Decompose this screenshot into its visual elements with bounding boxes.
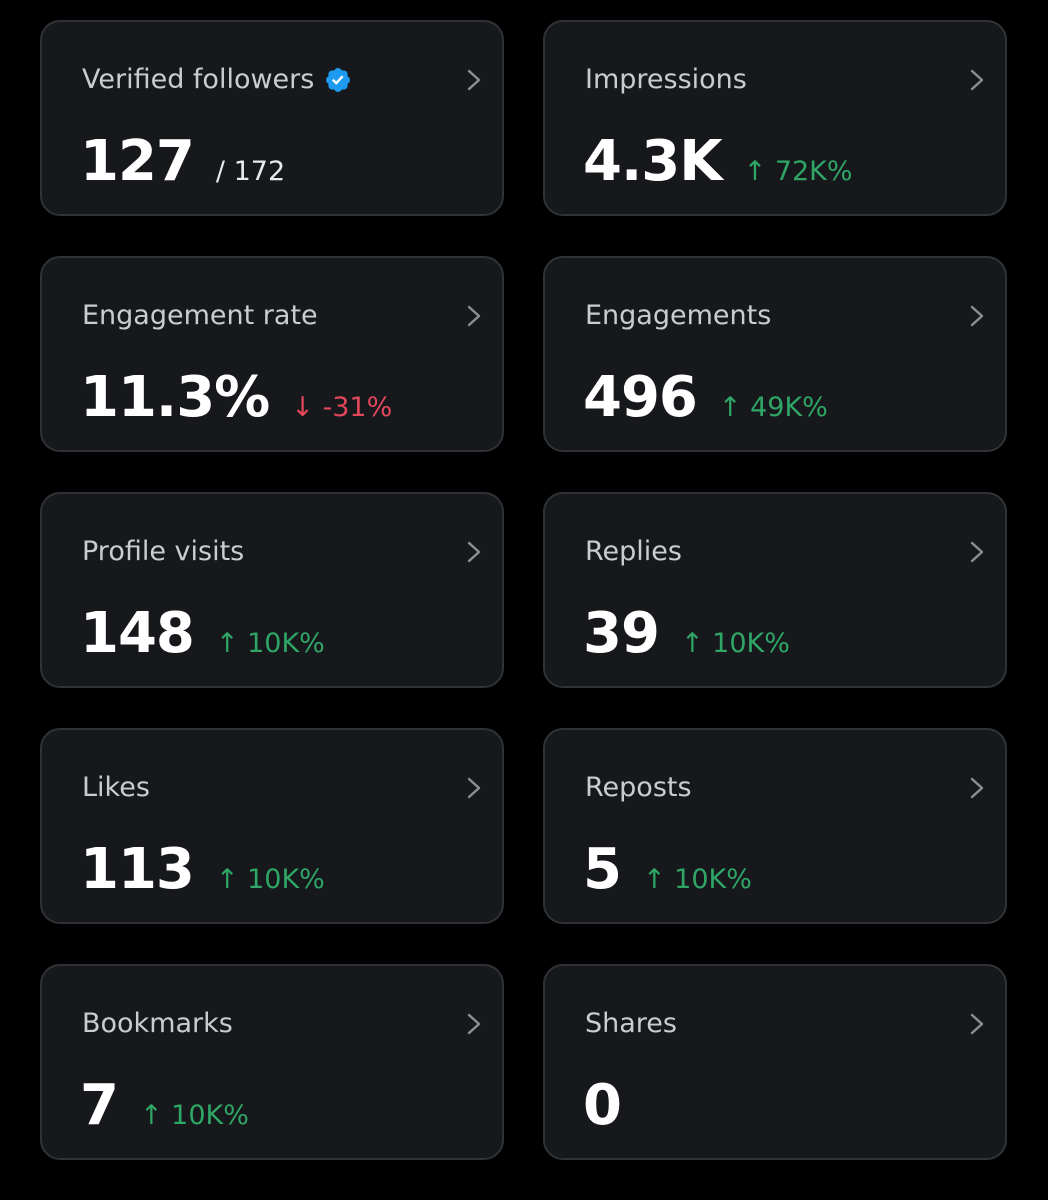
- metric-value-row: 4.3K ↑ 72K%: [583, 130, 853, 194]
- metric-title: Bookmarks: [82, 1008, 233, 1039]
- chevron-right-icon: [970, 69, 984, 91]
- metric-change: ↑ 10K%: [215, 628, 325, 659]
- metric-change: ↑ 10K%: [680, 628, 790, 659]
- metric-value-row: 7 ↑ 10K%: [80, 1074, 249, 1138]
- metric-title: Profile visits: [82, 536, 245, 567]
- metric-card-profile-visits[interactable]: Profile visits 148 ↑ 10K%: [40, 492, 504, 688]
- metric-value-row: 11.3% ↓ -31%: [80, 366, 392, 430]
- metric-value: 4.3K: [583, 129, 723, 194]
- metric-card-replies[interactable]: Replies 39 ↑ 10K%: [543, 492, 1007, 688]
- metric-change: ↓ -31%: [291, 392, 393, 423]
- metric-value: 127: [80, 129, 195, 194]
- metric-title: Replies: [585, 536, 682, 567]
- chevron-right-icon: [970, 305, 984, 327]
- metric-title: Engagements: [585, 300, 772, 331]
- metric-card-verified-followers[interactable]: Verified followers 127 / 172: [40, 20, 504, 216]
- metric-value-row: 127 / 172: [80, 130, 285, 194]
- metric-change: ↑ 49K%: [718, 392, 828, 423]
- metric-value-row: 5 ↑ 10K%: [583, 838, 752, 902]
- chevron-right-icon: [970, 777, 984, 799]
- metric-value-row: 148 ↑ 10K%: [80, 602, 325, 666]
- metric-change: ↑ 10K%: [642, 864, 752, 895]
- metric-change: ↑ 10K%: [139, 1100, 249, 1131]
- metrics-grid: Verified followers 127 / 172 Impressions…: [40, 20, 1007, 1160]
- metric-value-row: 496 ↑ 49K%: [583, 366, 828, 430]
- metric-value-row: 113 ↑ 10K%: [80, 838, 325, 902]
- metric-total: / 172: [215, 156, 286, 187]
- metric-card-impressions[interactable]: Impressions 4.3K ↑ 72K%: [543, 20, 1007, 216]
- metric-value: 5: [583, 837, 622, 902]
- metric-card-likes[interactable]: Likes 113 ↑ 10K%: [40, 728, 504, 924]
- metric-title: Shares: [585, 1008, 677, 1039]
- metric-card-engagements[interactable]: Engagements 496 ↑ 49K%: [543, 256, 1007, 452]
- metric-title-text: Verified followers: [82, 64, 315, 95]
- metric-card-engagement-rate[interactable]: Engagement rate 11.3% ↓ -31%: [40, 256, 504, 452]
- metric-value-row: 39 ↑ 10K%: [583, 602, 790, 666]
- metric-title: Impressions: [585, 64, 747, 95]
- metric-title: Likes: [82, 772, 150, 803]
- chevron-right-icon: [467, 69, 481, 91]
- chevron-right-icon: [970, 1013, 984, 1035]
- chevron-right-icon: [467, 305, 481, 327]
- verified-badge-icon: [326, 68, 351, 92]
- metric-value: 11.3%: [80, 365, 270, 430]
- metric-title: Reposts: [585, 772, 692, 803]
- metric-value: 39: [583, 601, 660, 666]
- chevron-right-icon: [467, 777, 481, 799]
- metric-value-row: 0: [583, 1073, 622, 1138]
- metric-change: ↑ 72K%: [743, 156, 853, 187]
- metric-value: 0: [583, 1073, 622, 1138]
- chevron-right-icon: [970, 541, 984, 563]
- metric-change: ↑ 10K%: [215, 864, 325, 895]
- metric-value: 113: [80, 837, 195, 902]
- metric-value: 496: [583, 365, 698, 430]
- metric-title: Engagement rate: [82, 300, 318, 331]
- metric-card-bookmarks[interactable]: Bookmarks 7 ↑ 10K%: [40, 964, 504, 1160]
- chevron-right-icon: [467, 541, 481, 563]
- metric-value: 7: [80, 1073, 119, 1138]
- metric-card-reposts[interactable]: Reposts 5 ↑ 10K%: [543, 728, 1007, 924]
- chevron-right-icon: [467, 1013, 481, 1035]
- metric-value: 148: [80, 601, 195, 666]
- metric-title: Verified followers: [82, 62, 352, 98]
- metric-card-shares[interactable]: Shares 0: [543, 964, 1007, 1160]
